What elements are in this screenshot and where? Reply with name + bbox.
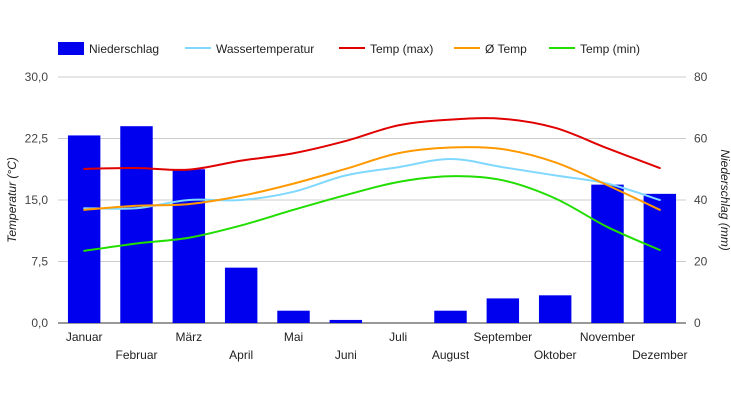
precipitation-bars bbox=[67, 126, 677, 323]
gridlines bbox=[58, 76, 686, 324]
precipitation-bar[interactable] bbox=[329, 319, 363, 323]
series-line-temp-min[interactable] bbox=[83, 175, 661, 252]
legend-label-temp-max: Temp (max) bbox=[370, 42, 433, 56]
precipitation-bar[interactable] bbox=[538, 295, 572, 323]
right-axis-title: Niederschlag (mm) bbox=[718, 149, 731, 250]
precipitation-bar[interactable] bbox=[120, 126, 153, 323]
legend-item-temp-min[interactable]: Temp (min) bbox=[549, 42, 640, 56]
precipitation-bar[interactable] bbox=[591, 184, 624, 323]
precipitation-bar[interactable] bbox=[172, 169, 206, 323]
left-tick-label: 22,5 bbox=[25, 132, 49, 146]
precipitation-bar[interactable] bbox=[67, 135, 101, 323]
x-tick-label: September bbox=[473, 330, 532, 344]
legend-item-temp-max[interactable]: Temp (max) bbox=[339, 42, 433, 56]
x-tick-label: Juli bbox=[389, 330, 407, 344]
series-line-wassertemperatur[interactable] bbox=[83, 158, 661, 210]
x-tick-label: Juni bbox=[335, 348, 357, 362]
right-tick-label: 20 bbox=[694, 255, 708, 269]
left-axis-title: Temperatur (°C) bbox=[5, 157, 19, 243]
legend-item-avg-temp[interactable]: Ø Temp bbox=[454, 42, 527, 56]
legend: Niederschlag Wassertemperatur Temp (max)… bbox=[58, 42, 640, 56]
legend-label-temp-min: Temp (min) bbox=[580, 42, 640, 56]
x-tick-label: November bbox=[580, 330, 635, 344]
temperature-lines bbox=[83, 117, 661, 252]
x-tick-label: August bbox=[432, 348, 470, 362]
right-tick-label: 80 bbox=[694, 70, 708, 84]
legend-label-niederschlag: Niederschlag bbox=[89, 42, 159, 56]
left-tick-label: 15,0 bbox=[25, 193, 49, 207]
x-tick-label: Mai bbox=[284, 330, 303, 344]
x-tick-label: April bbox=[229, 348, 253, 362]
x-tick-label: Februar bbox=[115, 348, 157, 362]
x-tick-label: Januar bbox=[66, 330, 103, 344]
legend-swatch-niederschlag bbox=[58, 42, 84, 55]
x-tick-label: Oktober bbox=[534, 348, 577, 362]
x-axis-labels: Januar Februar März April Mai Juni Juli AugustS… bbox=[66, 330, 688, 362]
precipitation-bar[interactable] bbox=[434, 310, 467, 323]
legend-item-wassertemperatur[interactable]: Wassertemperatur bbox=[185, 42, 314, 56]
legend-item-niederschlag[interactable]: Niederschlag bbox=[58, 42, 159, 56]
x-tick-label: März bbox=[175, 330, 202, 344]
left-tick-label: 30,0 bbox=[25, 70, 49, 84]
legend-label-wassertemperatur: Wassertemperatur bbox=[216, 42, 314, 56]
left-tick-label: 0,0 bbox=[31, 316, 48, 330]
precipitation-bar[interactable] bbox=[643, 193, 677, 323]
series-line-temp-max[interactable] bbox=[83, 117, 661, 171]
right-axis-ticks: 0 20 40 60 80 bbox=[694, 70, 708, 330]
precipitation-bar[interactable] bbox=[224, 267, 258, 323]
left-axis-ticks: 0,0 7,5 15,0 22,5 30,0 bbox=[25, 70, 49, 330]
right-tick-label: 60 bbox=[694, 132, 708, 146]
right-tick-label: 0 bbox=[694, 316, 701, 330]
precipitation-bar[interactable] bbox=[277, 310, 310, 323]
left-tick-label: 7,5 bbox=[31, 255, 48, 269]
series-line-avg-temp[interactable] bbox=[83, 146, 661, 211]
precipitation-bar[interactable] bbox=[486, 298, 520, 323]
x-tick-label: Dezember bbox=[632, 348, 687, 362]
right-tick-label: 40 bbox=[694, 193, 708, 207]
legend-label-avg-temp: Ø Temp bbox=[485, 42, 527, 56]
